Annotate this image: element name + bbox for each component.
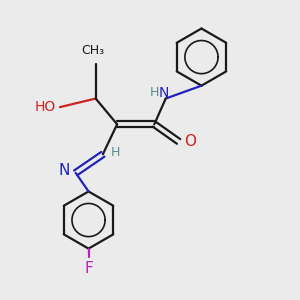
Text: H: H <box>150 86 160 99</box>
Text: N: N <box>159 86 169 100</box>
Text: HO: HO <box>34 100 56 113</box>
Text: F: F <box>84 261 93 276</box>
Text: H: H <box>111 146 120 159</box>
Text: N: N <box>58 163 69 178</box>
Text: O: O <box>184 134 196 149</box>
Text: CH₃: CH₃ <box>81 44 104 57</box>
